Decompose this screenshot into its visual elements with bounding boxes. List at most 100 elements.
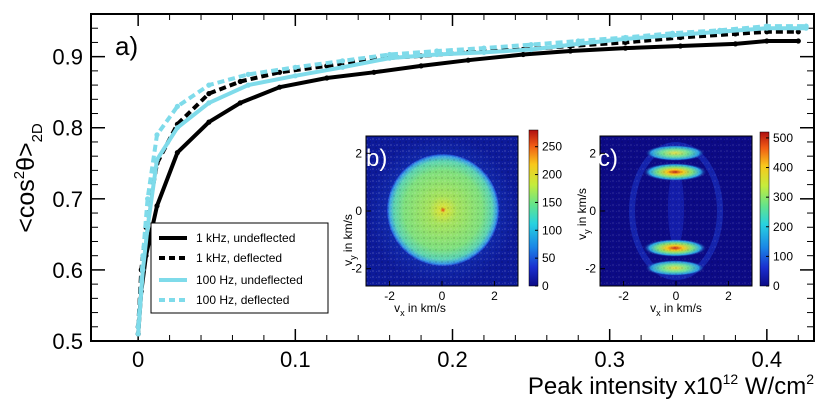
colorbar-tick-label: 500 xyxy=(773,131,793,145)
inset-b: b) -2 0 2 -2 0 2 vy in km/s vx in km/s 0 50 100… xyxy=(341,129,590,318)
legend-label: 100 Hz, deflected xyxy=(196,293,289,307)
inset-c-x-label: vx in km/s xyxy=(650,301,702,318)
data-point xyxy=(154,157,160,163)
data-point xyxy=(567,48,574,54)
legend-entry-1khz-undeflected: 1 kHz, undeflected xyxy=(159,231,295,245)
data-point xyxy=(174,103,180,109)
data-point xyxy=(387,55,393,61)
data-point xyxy=(245,71,251,77)
data-point xyxy=(418,63,424,69)
data-point xyxy=(206,91,212,97)
inset-b-ticks: -2 0 2 -2 0 2 xyxy=(351,146,498,303)
x-tick-label: 0.2 xyxy=(437,347,468,372)
data-point xyxy=(140,253,146,259)
x-tick-label: 0 xyxy=(132,347,144,372)
panel-label-c: c) xyxy=(598,145,618,172)
data-point xyxy=(528,42,534,48)
data-point xyxy=(481,49,487,56)
inset-y-tick-label: 2 xyxy=(589,146,596,160)
colorbar-tick-label: 0 xyxy=(542,279,549,293)
data-point xyxy=(575,38,581,44)
y-tick-label: 0.5 xyxy=(52,329,83,354)
data-point xyxy=(371,69,377,75)
data-point xyxy=(387,51,393,58)
data-point xyxy=(292,73,298,79)
colorbar-tick-label: 150 xyxy=(542,195,562,209)
colorbar-tick-label: 250 xyxy=(542,140,562,154)
data-point xyxy=(764,29,770,35)
data-point xyxy=(795,29,801,35)
inset-c-ticks: -2 0 2 -2 0 2 xyxy=(585,146,732,303)
colorbar-tick-label: 100 xyxy=(542,223,562,237)
colorbar-tick-label: 100 xyxy=(773,249,793,263)
colorbar-c-labels: 0 100 200 300 400 500 xyxy=(766,131,793,293)
colorbar-tick-label: 200 xyxy=(542,168,562,182)
y-ticks: 0.5 0.6 0.7 0.8 0.9 xyxy=(52,27,814,354)
inset-x-tick-label: -2 xyxy=(618,289,629,303)
data-point xyxy=(206,82,212,88)
data-point xyxy=(154,203,160,209)
data-point xyxy=(277,84,283,90)
inset-x-tick-label: 2 xyxy=(491,289,498,303)
inset-x-tick-label: 0 xyxy=(673,289,680,303)
colorbar-c xyxy=(759,131,770,287)
inset-c-y-label: vy in km/s xyxy=(575,188,592,240)
data-point xyxy=(135,331,141,337)
y-tick-label: 0.7 xyxy=(52,187,83,212)
colorbar-tick-label: 200 xyxy=(773,220,793,234)
colorbar-b-labels: 0 50 100 150 200 250 xyxy=(535,140,562,293)
data-point xyxy=(245,82,251,88)
inset-b-y-label: vy in km/s xyxy=(341,214,358,266)
data-point xyxy=(669,30,676,36)
data-point xyxy=(237,100,243,106)
data-point xyxy=(465,57,471,63)
data-point xyxy=(174,150,180,156)
data-point xyxy=(237,78,243,85)
data-point xyxy=(154,132,160,138)
heatmap-c xyxy=(600,136,752,286)
data-point xyxy=(292,64,298,70)
data-point xyxy=(520,51,526,58)
data-point xyxy=(324,75,330,81)
heatmap-b-noise xyxy=(366,136,518,286)
inset-y-tick-label: -2 xyxy=(585,262,596,276)
inset-b-x-label: vx in km/s xyxy=(394,301,446,318)
data-point xyxy=(145,196,151,202)
data-point xyxy=(135,324,141,330)
series-group xyxy=(135,23,809,337)
legend-label: 1 kHz, undeflected xyxy=(196,231,295,245)
data-point xyxy=(434,48,440,54)
colorbar-tick-label: 400 xyxy=(773,161,793,175)
legend-entry-100hz-undeflected: 100 Hz, undeflected xyxy=(159,273,303,287)
inset-y-tick-label: 2 xyxy=(355,146,362,160)
heatmap-c-noise xyxy=(600,136,752,286)
inset-y-tick-label: 0 xyxy=(355,204,362,218)
colorbar-tick-label: 300 xyxy=(773,190,793,204)
data-point xyxy=(339,64,346,70)
data-point xyxy=(803,23,809,29)
inset-c: c) -2 0 2 -2 0 2 vy in km/s vx in km/s 0 100 20… xyxy=(566,131,796,318)
x-ticks: 0 0.1 0.2 0.3 0.4 xyxy=(132,14,799,372)
y-axis-label: <cos2θ>2D xyxy=(11,123,46,233)
legend-label: 100 Hz, undeflected xyxy=(196,273,303,287)
inset-x-tick-label: 2 xyxy=(725,289,732,303)
data-point xyxy=(717,27,723,33)
colorbar-b xyxy=(528,129,539,287)
data-point xyxy=(481,45,487,51)
x-tick-label: 0.1 xyxy=(280,347,311,372)
data-point xyxy=(528,46,534,53)
main-chart: 0 0.1 0.2 0.3 0.4 0.5 0.6 0.7 0.8 0.9 a) <cos2θ>… xyxy=(11,13,815,400)
legend-entry-100hz-deflected: 100 Hz, deflected xyxy=(159,293,289,307)
legend-label: 1 kHz, deflected xyxy=(196,251,282,265)
colorbar-tick-label: 50 xyxy=(542,251,556,265)
heatmap-b xyxy=(366,136,518,286)
data-point xyxy=(206,100,212,106)
data-point xyxy=(622,34,629,41)
legend-entry-1khz-deflected: 1 kHz, deflected xyxy=(159,251,282,265)
x-tick-label: 0.4 xyxy=(752,347,783,372)
data-point xyxy=(277,69,283,75)
x-tick-label: 0.3 xyxy=(594,347,625,372)
inset-x-tick-label: 0 xyxy=(439,289,446,303)
data-point xyxy=(764,38,770,44)
